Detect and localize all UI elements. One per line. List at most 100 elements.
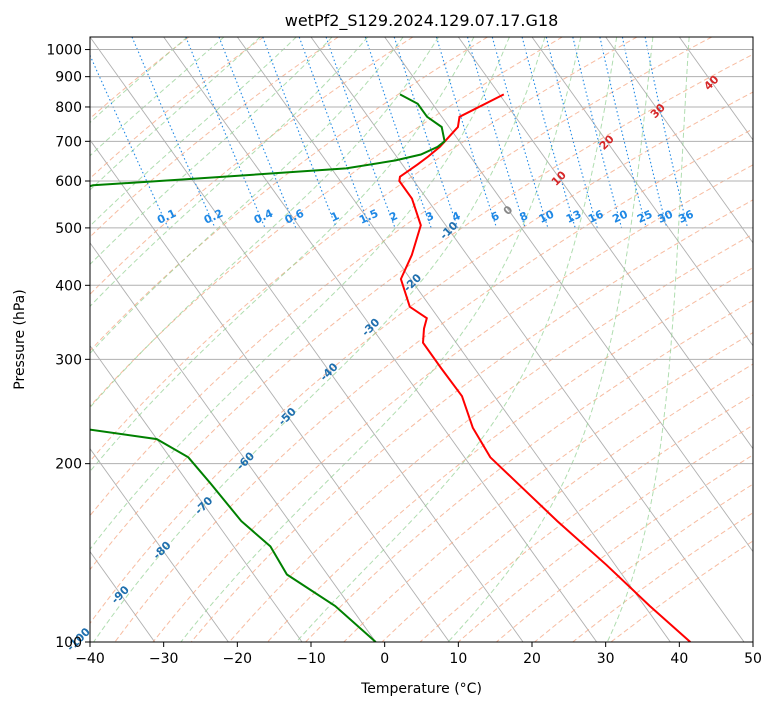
dry-adiabat-line <box>90 37 414 295</box>
isotherm-line <box>90 242 377 642</box>
moist-adiabat-line <box>90 37 333 266</box>
x-tick-label: −20 <box>223 651 253 667</box>
isotherm-line <box>678 37 753 141</box>
mixing-ratio-line <box>621 37 668 229</box>
mixing-ratio-line <box>131 37 216 229</box>
mixing-ratio-label: 10 <box>537 207 557 225</box>
isotherm-label: -70 <box>192 494 215 517</box>
dry-adiabat-line <box>114 128 753 642</box>
x-tick-label: 40 <box>670 651 688 667</box>
x-tick-label: 20 <box>523 651 541 667</box>
x-tick-label: −30 <box>149 651 179 667</box>
x-tick-label: −40 <box>75 651 105 667</box>
isotherm-line <box>90 447 229 642</box>
moist-adiabat-line <box>90 37 510 551</box>
y-tick-label: 200 <box>55 457 82 473</box>
moist-adiabat-line <box>93 37 546 642</box>
moist-adiabat-line <box>90 37 225 157</box>
chart-title: wetPf2_S129.2024.129.07.17.G18 <box>285 11 559 31</box>
mixing-ratio-line <box>393 37 459 229</box>
dry-adiabat-line <box>228 233 753 642</box>
mixing-ratio-label: 0.4 <box>252 207 275 227</box>
isotherm-line <box>0 37 7 642</box>
dry-adiabat-line <box>90 37 563 407</box>
dry-adiabat-line <box>496 454 753 642</box>
isotherm-label: 30 <box>648 101 668 121</box>
mixing-ratio-label: 36 <box>676 207 696 225</box>
mixing-ratio-label: 13 <box>564 208 583 226</box>
mixing-ratio-label: 2 <box>387 209 399 224</box>
y-tick-label: 400 <box>55 278 82 294</box>
mixing-ratio-label: 16 <box>586 207 606 225</box>
dry-adiabat-line <box>90 53 753 571</box>
mixing-ratio-line <box>185 37 266 229</box>
isotherm-line <box>90 139 450 642</box>
dry-adiabat-line <box>90 37 190 120</box>
mixing-ratio-line <box>218 37 297 229</box>
mixing-ratio-line <box>364 37 432 229</box>
moist-adiabat-line <box>90 37 369 308</box>
isotherm-line <box>90 344 303 642</box>
x-tick-label: 10 <box>449 651 467 667</box>
mixing-ratio-line <box>298 37 371 229</box>
dry-adiabat-line <box>381 363 753 642</box>
dry-adiabat-line <box>267 267 753 642</box>
sounding-profiles <box>90 93 691 642</box>
mixing-ratio-line <box>521 37 576 229</box>
x-axis-label: Temperature (°C) <box>360 681 482 697</box>
dry-adiabat-line <box>90 37 488 352</box>
mixing-ratio-label: 20 <box>610 207 630 225</box>
mixing-ratio-label: 0.6 <box>283 207 306 227</box>
isotherm-line <box>90 37 524 642</box>
pressure-gridlines <box>90 49 753 643</box>
y-tick-label: 800 <box>55 100 82 116</box>
isotherm-label: -30 <box>359 316 382 339</box>
y-tick-label: 900 <box>55 70 82 86</box>
dry-adiabat-line <box>90 91 753 625</box>
mixing-ratio-label: 1 <box>329 209 341 224</box>
isotherm-line <box>457 37 753 450</box>
dry-adiabat-line <box>343 331 753 642</box>
y-tick-label: 600 <box>55 174 82 190</box>
temperature-profile <box>398 93 691 642</box>
y-axis-label: Pressure (hPa) <box>12 289 28 389</box>
mixing-ratio-label: 3 <box>423 209 435 224</box>
dry-adiabat-line <box>610 540 753 642</box>
dry-adiabat-line <box>152 164 753 642</box>
moist-adiabat-line <box>447 37 654 642</box>
mixing-ratio-label: 0.2 <box>202 207 225 227</box>
mixing-ratio-line <box>572 37 623 229</box>
dry-adiabat-line <box>90 37 638 463</box>
y-axis-ticks: 100 200 300 400 500 600 700 800 900 1000 <box>46 43 90 651</box>
moist-adiabat-line <box>295 37 618 642</box>
x-tick-label: 0 <box>380 651 389 667</box>
moist-adiabat-line <box>90 37 261 191</box>
y-tick-label: 100 <box>55 635 82 651</box>
mixing-ratio-label: 6 <box>489 209 502 224</box>
background-lines <box>0 37 753 642</box>
moist-adiabat-line <box>90 37 439 409</box>
mixing-ratio-line <box>466 37 526 229</box>
dry-adiabat-line <box>534 483 753 642</box>
y-tick-label: 300 <box>55 352 82 368</box>
isotherm-label: -90 <box>109 583 132 606</box>
moist-adiabat-line <box>90 37 188 124</box>
isotherm-line <box>163 37 598 642</box>
isotherm-line <box>605 37 753 244</box>
mixing-ratio-line <box>325 37 396 229</box>
plot-frame <box>89 36 754 643</box>
isotherm-label: 40 <box>701 73 721 93</box>
x-tick-label: −10 <box>296 651 326 667</box>
dry-adiabat-line <box>419 394 753 642</box>
mixing-ratio-label: 30 <box>656 207 676 225</box>
mixing-ratio-line <box>262 37 337 229</box>
moist-adiabat-line <box>90 37 475 473</box>
moist-adiabat-line <box>90 37 404 355</box>
isotherm-line <box>236 37 671 642</box>
mixing-ratio-line <box>491 37 549 229</box>
isotherm-label: 0 <box>501 203 516 218</box>
mixing-ratio-line <box>545 37 598 229</box>
dry-adiabat-line <box>457 424 753 642</box>
isotherm-line <box>384 37 753 553</box>
